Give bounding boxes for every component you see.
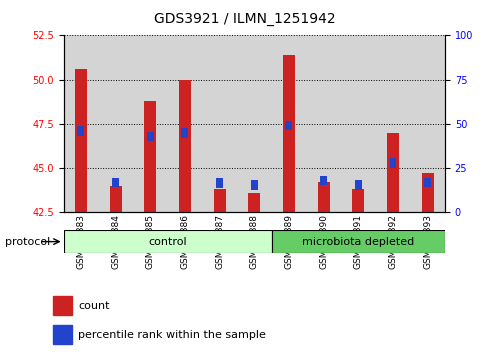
Bar: [53, 325, 72, 344]
Bar: [146, 132, 153, 141]
Bar: [77, 126, 84, 136]
Bar: [386, 133, 398, 212]
Bar: [340, 35, 375, 212]
Text: count: count: [78, 301, 109, 311]
Bar: [305, 35, 340, 212]
Bar: [271, 35, 305, 212]
Bar: [53, 296, 72, 315]
Bar: [282, 55, 294, 212]
Bar: [181, 128, 188, 137]
Bar: [421, 173, 433, 212]
Text: GDS3921 / ILMN_1251942: GDS3921 / ILMN_1251942: [153, 12, 335, 27]
Bar: [317, 182, 329, 212]
Bar: [133, 35, 167, 212]
Bar: [63, 35, 98, 212]
Bar: [389, 158, 396, 168]
Bar: [351, 189, 364, 212]
Bar: [320, 176, 326, 185]
Bar: [216, 178, 223, 188]
Text: percentile rank within the sample: percentile rank within the sample: [78, 330, 265, 339]
Bar: [237, 35, 271, 212]
Bar: [144, 101, 156, 212]
Bar: [109, 186, 122, 212]
Bar: [179, 80, 191, 212]
Bar: [423, 177, 430, 187]
Bar: [409, 35, 444, 212]
Bar: [75, 69, 87, 212]
Bar: [375, 35, 409, 212]
Bar: [354, 180, 361, 190]
Bar: [213, 189, 225, 212]
Bar: [98, 35, 133, 212]
Bar: [248, 193, 260, 212]
Bar: [250, 180, 257, 190]
Bar: [271, 230, 444, 253]
Bar: [63, 230, 271, 253]
Bar: [285, 121, 292, 131]
Bar: [112, 177, 119, 187]
Bar: [167, 35, 202, 212]
Text: protocol: protocol: [5, 238, 50, 247]
Text: microbiota depleted: microbiota depleted: [302, 236, 414, 247]
Text: control: control: [148, 236, 186, 247]
Bar: [202, 35, 237, 212]
